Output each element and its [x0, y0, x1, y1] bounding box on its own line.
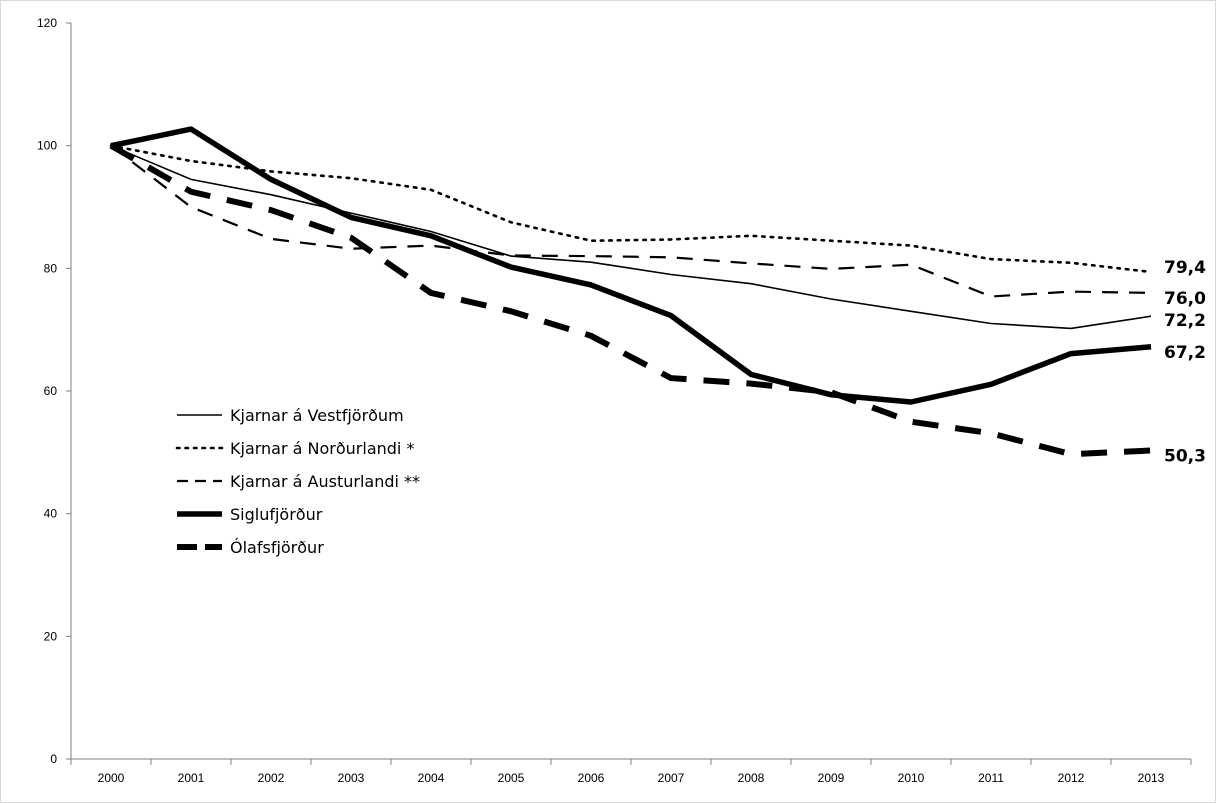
- x-tick-label: 2006: [578, 771, 605, 785]
- x-tick-label: 2001: [178, 771, 205, 785]
- x-tick-label: 2003: [338, 771, 365, 785]
- series-line-5: [109, 143, 1152, 458]
- end-value-label: 76,0: [1164, 289, 1206, 309]
- x-tick-label: 2008: [738, 771, 765, 785]
- y-tick-label: 0: [50, 752, 57, 766]
- end-value-label: 79,4: [1164, 258, 1206, 278]
- end-value-label: 67,2: [1164, 343, 1206, 363]
- y-tick-label: 40: [44, 507, 58, 521]
- x-tick-label: 2011: [978, 771, 1004, 785]
- x-tick-label: 2007: [658, 771, 685, 785]
- legend-label-3: Kjarnar á Austurlandi **: [230, 472, 420, 491]
- legend-label-4: Siglufjörður: [230, 505, 323, 524]
- x-tick-label: 2004: [418, 771, 445, 785]
- legend-label-5: Ólafsfjörður: [230, 538, 324, 557]
- legend-label-1: Kjarnar á Vestfjörðum: [230, 406, 404, 425]
- y-tick-label: 100: [37, 139, 57, 153]
- x-tick-label: 2005: [498, 771, 525, 785]
- y-tick-label: 20: [44, 629, 58, 643]
- x-tick-label: 2013: [1138, 771, 1165, 785]
- x-tick-label: 2012: [1058, 771, 1085, 785]
- y-tick-label: 80: [44, 261, 58, 275]
- end-value-label: 72,2: [1164, 311, 1206, 331]
- y-tick-label: 60: [44, 384, 58, 398]
- x-tick-label: 2010: [898, 771, 925, 785]
- series-line-4: [110, 126, 1152, 405]
- x-tick-label: 2009: [818, 771, 845, 785]
- series-line-3: [110, 144, 1152, 298]
- series-line-1: [110, 144, 1152, 330]
- x-tick-label: 2002: [258, 771, 285, 785]
- x-tick-label: 2000: [98, 771, 125, 785]
- y-tick-label: 120: [37, 16, 57, 30]
- legend-label-2: Kjarnar á Norðurlandi *: [230, 439, 414, 458]
- end-value-label: 50,3: [1164, 446, 1206, 466]
- series-line-2: [109, 144, 1153, 274]
